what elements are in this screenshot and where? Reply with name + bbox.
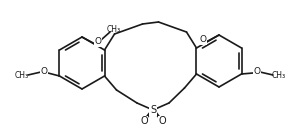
- Text: O: O: [200, 36, 207, 44]
- Text: O: O: [40, 67, 47, 76]
- Text: O: O: [253, 67, 260, 76]
- Text: CH₃: CH₃: [107, 25, 121, 34]
- Text: CH₃: CH₃: [15, 70, 29, 80]
- Text: S: S: [150, 105, 156, 115]
- Text: O: O: [158, 116, 166, 126]
- Text: O: O: [95, 37, 102, 46]
- Text: O: O: [140, 116, 148, 126]
- Text: CH₃: CH₃: [272, 70, 286, 80]
